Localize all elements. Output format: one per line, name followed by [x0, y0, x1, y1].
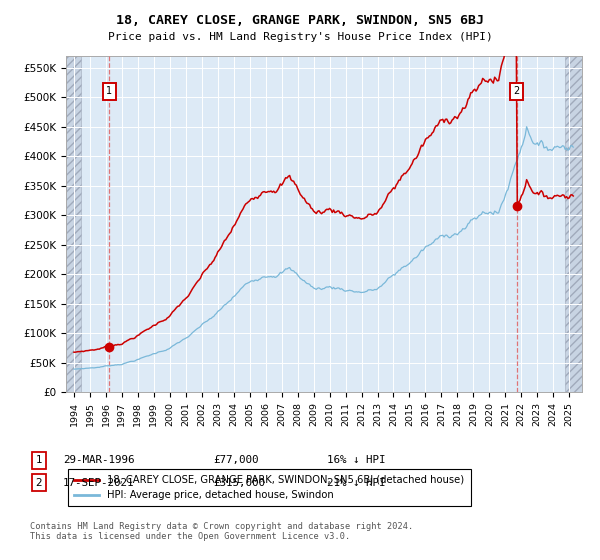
Text: 21% ↓ HPI: 21% ↓ HPI	[327, 478, 386, 488]
Text: 2: 2	[35, 478, 43, 488]
Legend: 18, CAREY CLOSE, GRANGE PARK, SWINDON, SN5 6BJ (detached house), HPI: Average pr: 18, CAREY CLOSE, GRANGE PARK, SWINDON, S…	[68, 469, 470, 506]
Text: 1: 1	[35, 455, 43, 465]
Bar	[565, 56, 582, 392]
Text: Price paid vs. HM Land Registry's House Price Index (HPI): Price paid vs. HM Land Registry's House …	[107, 32, 493, 42]
Text: 17-SEP-2021: 17-SEP-2021	[63, 478, 134, 488]
Bar	[66, 56, 80, 392]
Text: 18, CAREY CLOSE, GRANGE PARK, SWINDON, SN5 6BJ: 18, CAREY CLOSE, GRANGE PARK, SWINDON, S…	[116, 14, 484, 27]
Text: 2: 2	[514, 86, 520, 96]
Text: £315,000: £315,000	[213, 478, 265, 488]
Text: 1: 1	[106, 86, 113, 96]
Text: 16% ↓ HPI: 16% ↓ HPI	[327, 455, 386, 465]
Text: 29-MAR-1996: 29-MAR-1996	[63, 455, 134, 465]
Text: £77,000: £77,000	[213, 455, 259, 465]
Text: Contains HM Land Registry data © Crown copyright and database right 2024.
This d: Contains HM Land Registry data © Crown c…	[30, 522, 413, 542]
